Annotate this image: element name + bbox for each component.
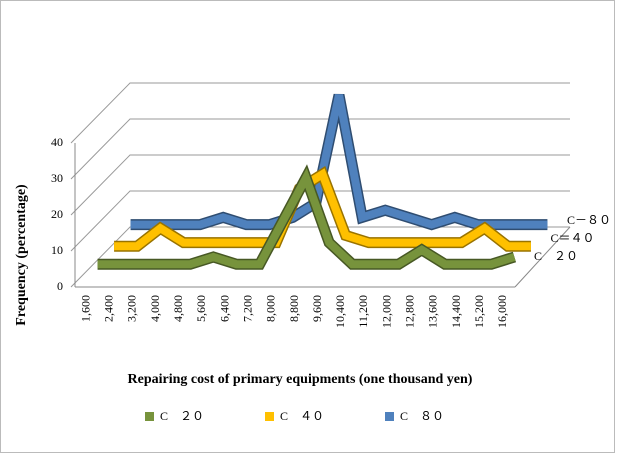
x-tick-label: 12,000 — [379, 295, 393, 328]
legend-swatch — [145, 412, 154, 421]
x-tick-label: 8,800 — [287, 295, 301, 322]
depth-label: C－８０ — [567, 213, 611, 227]
x-tick-label: 13,600 — [426, 295, 440, 328]
y-tick-label: 30 — [51, 171, 63, 185]
x-tick-label: 16,000 — [495, 295, 509, 328]
x-tick-label: 10,400 — [333, 295, 347, 328]
depth-label: C ２０ — [534, 249, 578, 263]
x-tick-label: 9,600 — [310, 295, 324, 322]
x-tick-label: 3,200 — [125, 295, 139, 322]
y-tick-label: 10 — [51, 243, 63, 257]
legend-label: C ４０ — [280, 409, 324, 423]
x-tick-label: 7,200 — [240, 295, 254, 322]
grid-line — [70, 154, 570, 216]
x-tick-label: 4,800 — [171, 295, 185, 322]
grid-line — [70, 190, 570, 252]
x-tick-label: 15,200 — [472, 295, 486, 328]
x-tick-label: 8,000 — [264, 295, 278, 322]
y-axis-title: Frequency (percentage) — [14, 184, 29, 326]
series-line — [97, 167, 516, 269]
grid-line — [70, 82, 570, 144]
x-tick-label: 5,600 — [194, 295, 208, 322]
x-tick-label: 6,400 — [217, 295, 231, 322]
legend-label: C ８０ — [400, 409, 444, 423]
depth-label: C＝４０ — [551, 231, 595, 245]
y-tick-label: 20 — [51, 207, 63, 221]
legend-swatch — [265, 412, 274, 421]
series-line — [114, 168, 531, 251]
y-tick-label: 0 — [57, 279, 63, 293]
legend-swatch — [385, 412, 394, 421]
x-tick-label: 11,200 — [356, 295, 370, 328]
x-tick-label: 14,400 — [449, 295, 463, 328]
x-tick-label: 12,800 — [403, 295, 417, 328]
x-tick-label: 1,600 — [78, 295, 92, 322]
x-tick-label: 2,400 — [101, 295, 115, 322]
x-tick-label: 4,000 — [148, 295, 162, 322]
x-axis-title: Repairing cost of primary equipments (on… — [128, 372, 473, 387]
y-tick-label: 40 — [51, 135, 63, 149]
legend-label: C ２０ — [160, 409, 204, 423]
series-line — [130, 94, 548, 229]
depth-axis — [514, 226, 571, 288]
grid-line — [70, 118, 570, 180]
